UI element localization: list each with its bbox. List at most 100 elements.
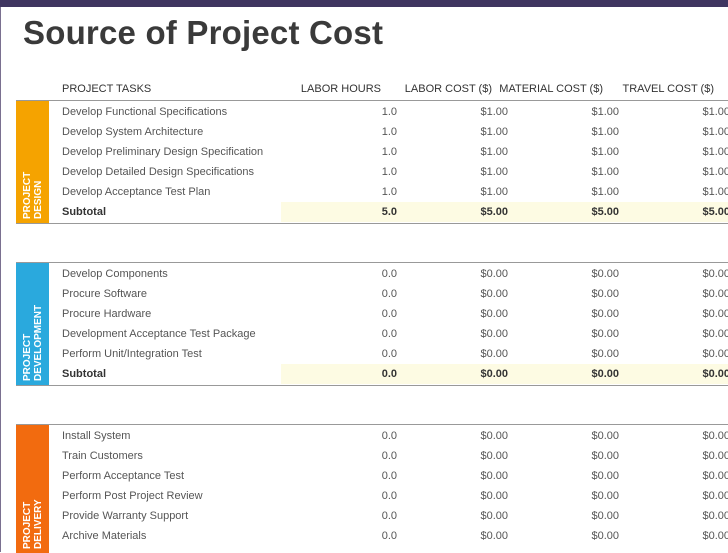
material-cell: $5.00 [591,206,619,218]
travel-cell: $0.00 [702,348,728,360]
travel-cell: $0.00 [702,470,728,482]
labor-cell: $0.00 [480,368,508,380]
subtotal-highlight [281,202,728,222]
travel-cell: $0.00 [702,268,728,280]
section-label: PROJECT DEVELOPMENT [16,305,49,381]
col-header-travel: TRAVEL COST ($) [622,83,714,95]
col-header-hours: LABOR HOURS [300,83,381,95]
section-label: PROJECT DESIGN [16,172,49,219]
table-row: Train Customers 0.0 $0.00 $0.00 $0.00 [49,446,728,466]
section-development: PROJECT DEVELOPMENT Develop Components 0.0 $… [16,262,728,386]
hours-cell: 1.0 [381,166,397,178]
table-row: Develop Components 0.0 $0.00 $0.00 $0.00 [49,264,728,284]
hours-cell: 5.0 [381,206,397,218]
section-label-line2: DESIGN [32,180,44,219]
hours-cell: 0.0 [381,308,397,320]
task-name: Provide Warranty Support [62,510,189,522]
hours-cell: 1.0 [381,106,397,118]
travel-cell: $0.00 [702,510,728,522]
task-name: Perform Post Project Review [62,490,203,502]
table-row: Develop Preliminary Design Specification… [49,142,728,162]
subtotal-label: Subtotal [62,368,106,380]
section-band: PROJECT DELIVERY [16,425,49,553]
section-label-line1: PROJECT [21,171,33,219]
travel-cell: $1.00 [702,166,728,178]
material-cell: $0.00 [591,268,619,280]
section-band: PROJECT DESIGN [16,101,49,223]
travel-cell: $1.00 [702,106,728,118]
hours-cell: 1.0 [381,146,397,158]
task-name: Train Customers [62,450,143,462]
task-name: Develop System Architecture [62,126,204,138]
col-header-material: MATERIAL COST ($) [499,83,603,95]
hours-cell: 0.0 [381,470,397,482]
table-row: Provide Warranty Support 0.0 $0.00 $0.00 $0.… [49,506,728,526]
labor-cell: $1.00 [480,126,508,138]
labor-cell: $0.00 [480,288,508,300]
table-row: Archive Materials 0.0 $0.00 $0.00 $0.00 [49,526,728,546]
col-header-labor: LABOR COST ($) [404,83,492,95]
table-row: Install System 0.0 $0.00 $0.00 $0.00 [49,426,728,446]
table-row: Development Acceptance Test Package 0.0 $0… [49,324,728,344]
material-cell: $1.00 [591,186,619,198]
hours-cell: 0.0 [381,268,397,280]
travel-cell: $1.00 [702,186,728,198]
material-cell: $0.00 [591,430,619,442]
table-row: Perform Post Project Review 0.0 $0.00 $0.00… [49,486,728,506]
travel-cell: $0.00 [702,288,728,300]
top-accent-bar [0,0,728,7]
section-band: PROJECT DEVELOPMENT [16,263,49,385]
hours-cell: 0.0 [381,530,397,542]
task-name: Develop Components [62,268,168,280]
section-design: PROJECT DESIGN Develop Functional Specific… [16,100,728,224]
hours-cell: 0.0 [381,450,397,462]
material-cell: $1.00 [591,126,619,138]
labor-cell: $0.00 [480,268,508,280]
hours-cell: 0.0 [381,430,397,442]
material-cell: $0.00 [591,490,619,502]
page-title: Source of Project Cost [23,14,384,51]
task-name: Archive Materials [62,530,147,542]
material-cell: $0.00 [591,450,619,462]
travel-cell: $0.00 [702,328,728,340]
travel-cell: $1.00 [702,146,728,158]
table-row: Develop Functional Specifications 1.0 $1.0… [49,102,728,122]
hours-cell: 0.0 [381,348,397,360]
material-cell: $0.00 [591,328,619,340]
hours-cell: 0.0 [381,328,397,340]
hours-cell: 1.0 [381,126,397,138]
task-name: Procure Hardware [62,308,152,320]
hours-cell: 0.0 [381,368,397,380]
task-name: Develop Detailed Design Specifications [62,166,254,178]
table-row: Develop Acceptance Test Plan 1.0 $1.00 $1.0… [49,182,728,202]
hours-cell: 0.0 [381,288,397,300]
material-cell: $1.00 [591,106,619,118]
subtotal-label: Subtotal [62,206,106,218]
hours-cell: 1.0 [381,186,397,198]
task-name: Perform Acceptance Test [62,470,185,482]
table-row: Procure Software 0.0 $0.00 $0.00 $0.00 [49,284,728,304]
table-row: Perform Unit/Integration Test 0.0 $0.00 $0.… [49,344,728,364]
travel-cell: $0.00 [702,368,728,380]
travel-cell: $5.00 [702,206,728,218]
travel-cell: $0.00 [702,430,728,442]
labor-cell: $5.00 [480,206,508,218]
table-row: Procure Hardware 0.0 $0.00 $0.00 $0.00 [49,304,728,324]
labor-cell: $1.00 [480,146,508,158]
labor-cell: $0.00 [480,450,508,462]
material-cell: $0.00 [591,510,619,522]
subtotal-row: Subtotal 0.0 $0.00 $0.00 $0.00 [49,364,728,384]
material-cell: $0.00 [591,470,619,482]
labor-cell: $0.00 [480,510,508,522]
subtotal-row: Subtotal 5.0 $5.00 $5.00 $5.00 [49,202,728,222]
section-label-line1: PROJECT [21,333,33,381]
labor-cell: $0.00 [480,530,508,542]
task-name: Install System [62,430,131,442]
subtotal-highlight [281,364,728,384]
labor-cell: $0.00 [480,348,508,360]
material-cell: $1.00 [591,166,619,178]
labor-cell: $0.00 [480,470,508,482]
labor-cell: $0.00 [480,430,508,442]
table-row: Perform Acceptance Test 0.0 $0.00 $0.00 $0.0… [49,466,728,486]
task-name: Develop Functional Specifications [62,106,228,118]
